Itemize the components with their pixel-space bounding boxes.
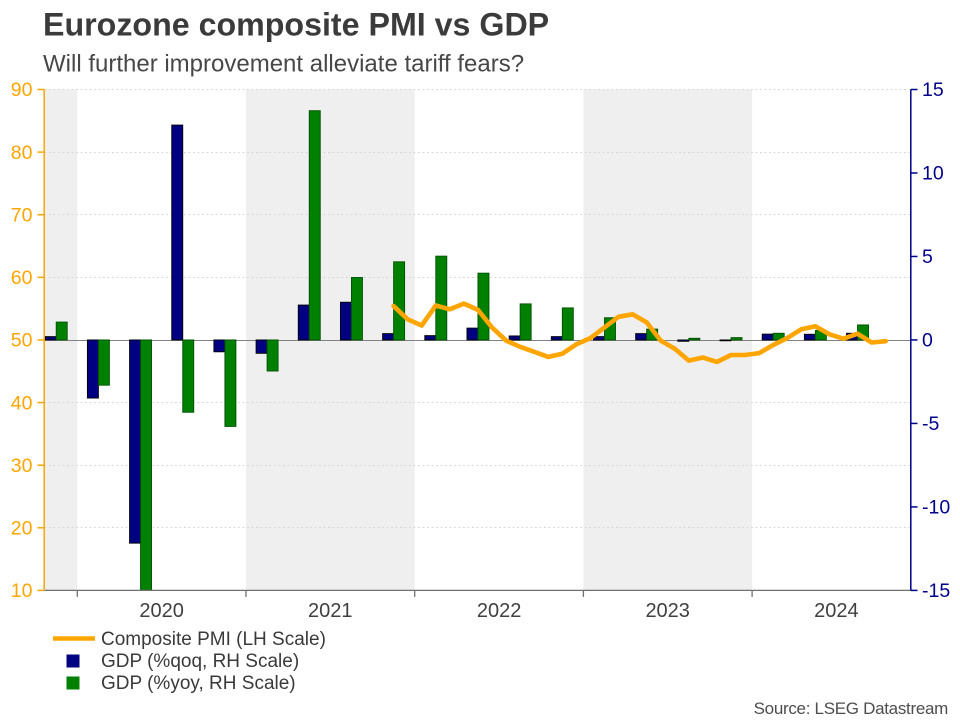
svg-text:Will further improvement allev: Will further improvement alleviate tarif… [43, 51, 524, 78]
svg-text:0: 0 [922, 330, 933, 352]
svg-text:-5: -5 [922, 413, 939, 435]
svg-text:2021: 2021 [308, 600, 353, 622]
svg-text:70: 70 [11, 204, 33, 226]
svg-text:40: 40 [11, 392, 33, 414]
svg-text:5: 5 [922, 246, 933, 268]
svg-text:10: 10 [11, 580, 33, 602]
svg-text:90: 90 [11, 79, 33, 101]
svg-text:2024: 2024 [814, 600, 859, 622]
svg-text:Composite PMI (LH Scale): Composite PMI (LH Scale) [101, 629, 326, 650]
svg-text:60: 60 [11, 267, 33, 289]
svg-text:15: 15 [922, 79, 944, 101]
svg-text:Eurozone composite PMI vs GDP: Eurozone composite PMI vs GDP [43, 7, 549, 43]
svg-text:-10: -10 [922, 497, 950, 519]
svg-text:Source: LSEG Datastream: Source: LSEG Datastream [754, 699, 948, 718]
svg-text:2023: 2023 [645, 600, 690, 622]
svg-text:2022: 2022 [477, 600, 522, 622]
svg-text:GDP (%yoy, RH Scale): GDP (%yoy, RH Scale) [101, 673, 296, 694]
svg-text:2020: 2020 [139, 600, 184, 622]
svg-text:GDP (%qoq, RH Scale): GDP (%qoq, RH Scale) [101, 651, 299, 672]
svg-text:-15: -15 [922, 580, 950, 602]
svg-text:30: 30 [11, 455, 33, 477]
svg-text:50: 50 [11, 330, 33, 352]
svg-text:10: 10 [922, 163, 944, 185]
svg-text:80: 80 [11, 142, 33, 164]
svg-text:20: 20 [11, 517, 33, 539]
